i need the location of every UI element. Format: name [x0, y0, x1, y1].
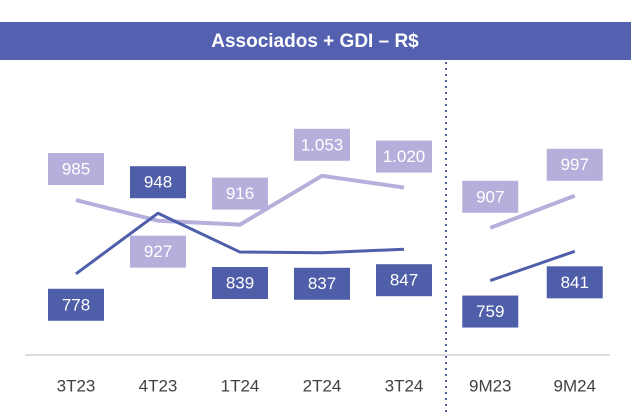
- label-box: [462, 295, 519, 328]
- x-tick-label: 3T23: [57, 376, 96, 395]
- data-label: 927: [144, 242, 172, 261]
- line-series: [489, 193, 576, 230]
- data-label: 841: [561, 273, 589, 292]
- x-tick-label: 2T24: [303, 376, 342, 395]
- label-box: [212, 267, 268, 300]
- label-box: [130, 166, 186, 199]
- label-box: [48, 288, 104, 321]
- x-tick-label: 1T24: [221, 376, 260, 395]
- label-box: [546, 148, 603, 181]
- label-box: [130, 235, 186, 268]
- data-label: 985: [62, 160, 90, 179]
- data-label: 839: [226, 274, 254, 293]
- x-tick-label: 4T23: [139, 376, 178, 395]
- label-box: [546, 266, 603, 299]
- data-label: 916: [226, 184, 254, 203]
- label-box: [376, 264, 432, 297]
- chart-title: Associados + GDI – R$: [211, 31, 419, 52]
- line-series: [75, 173, 405, 227]
- data-label: 837: [308, 274, 336, 293]
- data-label: 1.020: [383, 147, 426, 166]
- label-box: [294, 128, 350, 161]
- data-label: 907: [476, 187, 504, 206]
- line-series: [75, 211, 405, 275]
- label-box: [48, 153, 104, 186]
- title-bar: [0, 22, 631, 60]
- data-label: 759: [476, 302, 504, 321]
- label-box: [462, 180, 519, 213]
- data-label: 948: [144, 173, 172, 192]
- x-tick-label: 3T24: [385, 376, 424, 395]
- data-label: 997: [561, 155, 589, 174]
- x-tick-label: 9M24: [553, 376, 596, 395]
- label-box: [376, 140, 432, 173]
- data-label: 847: [390, 271, 418, 290]
- x-tick-label: 9M23: [469, 376, 512, 395]
- data-label: 1.053: [301, 135, 344, 154]
- data-label: 778: [62, 295, 90, 314]
- label-box: [294, 267, 350, 300]
- line-series: [489, 249, 576, 282]
- label-box: [212, 177, 268, 210]
